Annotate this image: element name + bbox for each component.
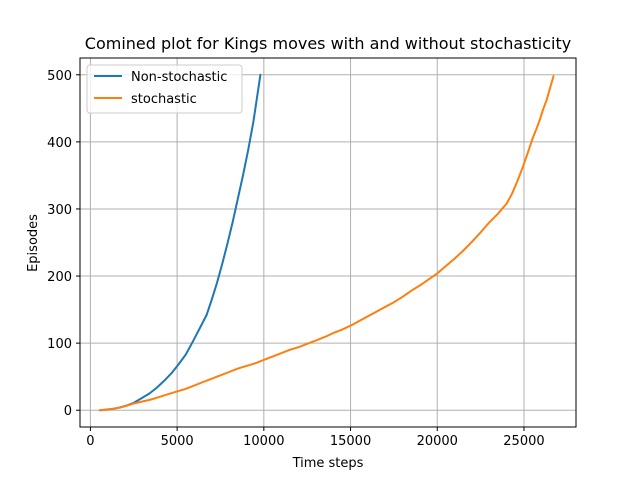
series-line-stochastic — [98, 75, 555, 412]
legend-label-non-stochastic: Non-stochastic — [131, 70, 227, 85]
y-tick-label: 0 — [64, 404, 72, 419]
plot-series — [98, 73, 555, 412]
x-tick-label: 20000 — [417, 434, 458, 449]
plot-area — [79, 57, 577, 428]
y-axis-label: Episodes — [26, 214, 41, 272]
gridlines — [80, 58, 576, 427]
axis-ticks: 0 5000 10000 15000 20000 25000 0 100 200 300 400 50… — [47, 69, 544, 449]
chart-title: Comined plot for Kings moves with and wi… — [85, 34, 571, 53]
x-tick-label: 25000 — [503, 434, 544, 449]
legend-box — [86, 64, 243, 114]
x-tick-label: 5000 — [161, 434, 194, 449]
x-axis-label: Time steps — [292, 456, 364, 471]
x-tick-label: 0 — [86, 434, 94, 449]
y-tick-label: 300 — [47, 203, 72, 218]
legend: Non-stochastic stochastic — [86, 64, 243, 114]
x-tick-label: 10000 — [243, 434, 284, 449]
y-tick-label: 200 — [47, 270, 72, 285]
y-tick-label: 400 — [47, 136, 72, 151]
y-tick-label: 500 — [47, 69, 72, 84]
legend-label-stochastic: stochastic — [131, 92, 197, 107]
y-tick-label: 100 — [47, 337, 72, 352]
x-tick-label: 15000 — [330, 434, 371, 449]
